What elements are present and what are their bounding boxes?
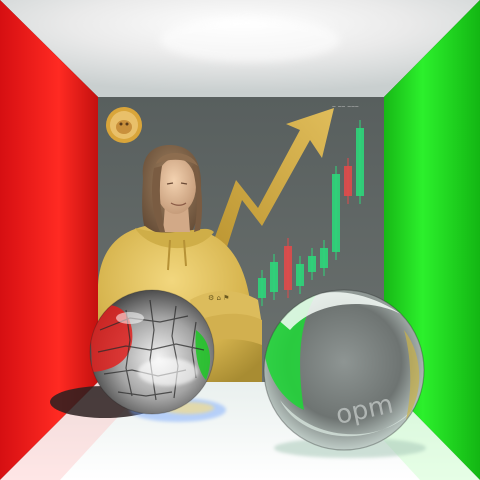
svg-text:‒ ‒‒ ‒‒‒: ‒ ‒‒ ‒‒‒ (332, 103, 359, 110)
svg-text:⚙ ⌂ ⚑: ⚙ ⌂ ⚑ (208, 294, 229, 302)
candle-body (320, 248, 328, 268)
candle-body (356, 128, 364, 196)
candle-body (308, 256, 316, 272)
candlestick-chart-icon (258, 120, 364, 306)
left-red-wall (0, 0, 98, 480)
candle-body (296, 264, 304, 286)
mirror-sphere (89, 289, 215, 415)
candle-body (258, 278, 266, 298)
candle-body (284, 246, 292, 290)
ceiling-light-glow (160, 18, 340, 62)
candle-body (332, 174, 340, 252)
trend-up-arrow-icon (212, 108, 334, 250)
candle-body (270, 262, 278, 292)
glass-sphere: opm (263, 289, 425, 451)
candle-body (344, 166, 352, 196)
doge-coin-icon (106, 107, 142, 143)
